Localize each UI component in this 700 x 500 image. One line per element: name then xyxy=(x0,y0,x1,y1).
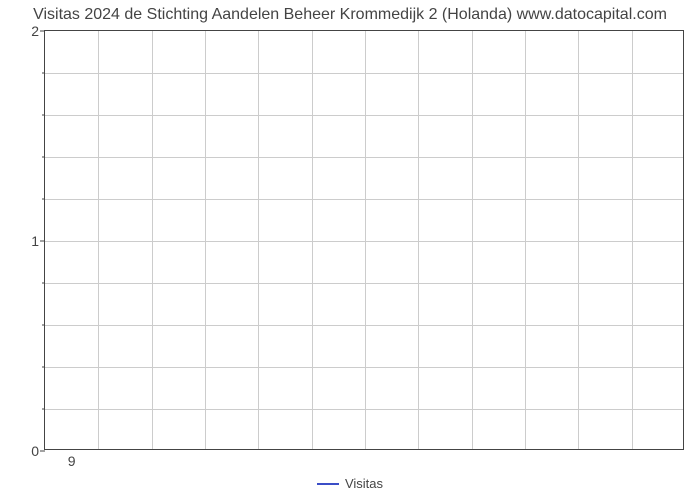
y-tick-minor xyxy=(42,325,45,326)
x-axis-tick-label: 9 xyxy=(68,449,76,469)
y-tick-minor xyxy=(42,367,45,368)
gridline-horizontal-major xyxy=(45,241,683,242)
chart-title: Visitas 2024 de Stichting Aandelen Behee… xyxy=(0,6,700,24)
gridline-horizontal-minor xyxy=(45,409,683,410)
plot-area: 0129 xyxy=(44,30,684,450)
gridline-vertical xyxy=(365,31,366,449)
gridline-vertical xyxy=(152,31,153,449)
y-tick-minor xyxy=(42,199,45,200)
gridline-vertical xyxy=(525,31,526,449)
gridline-horizontal-minor xyxy=(45,283,683,284)
gridline-horizontal-minor xyxy=(45,199,683,200)
y-tick-minor xyxy=(42,73,45,74)
gridline-horizontal-minor xyxy=(45,157,683,158)
y-tick-minor xyxy=(42,283,45,284)
gridline-vertical xyxy=(418,31,419,449)
y-tick-minor xyxy=(42,115,45,116)
gridline-vertical xyxy=(205,31,206,449)
gridline-vertical xyxy=(312,31,313,449)
legend: Visitas xyxy=(0,475,700,491)
legend-label: Visitas xyxy=(345,476,383,491)
y-axis-tick-label: 0 xyxy=(31,443,45,459)
gridline-horizontal-minor xyxy=(45,325,683,326)
gridline-horizontal-minor xyxy=(45,73,683,74)
y-axis-tick-label: 1 xyxy=(31,233,45,249)
gridline-vertical xyxy=(472,31,473,449)
gridline-vertical xyxy=(632,31,633,449)
gridline-horizontal-minor xyxy=(45,115,683,116)
gridline-vertical xyxy=(578,31,579,449)
y-tick-minor xyxy=(42,157,45,158)
gridline-vertical xyxy=(258,31,259,449)
y-tick-minor xyxy=(42,409,45,410)
legend-swatch xyxy=(317,483,339,485)
gridline-vertical xyxy=(98,31,99,449)
y-axis-tick-label: 2 xyxy=(31,23,45,39)
gridline-horizontal-minor xyxy=(45,367,683,368)
chart-container: Visitas 2024 de Stichting Aandelen Behee… xyxy=(0,0,700,500)
